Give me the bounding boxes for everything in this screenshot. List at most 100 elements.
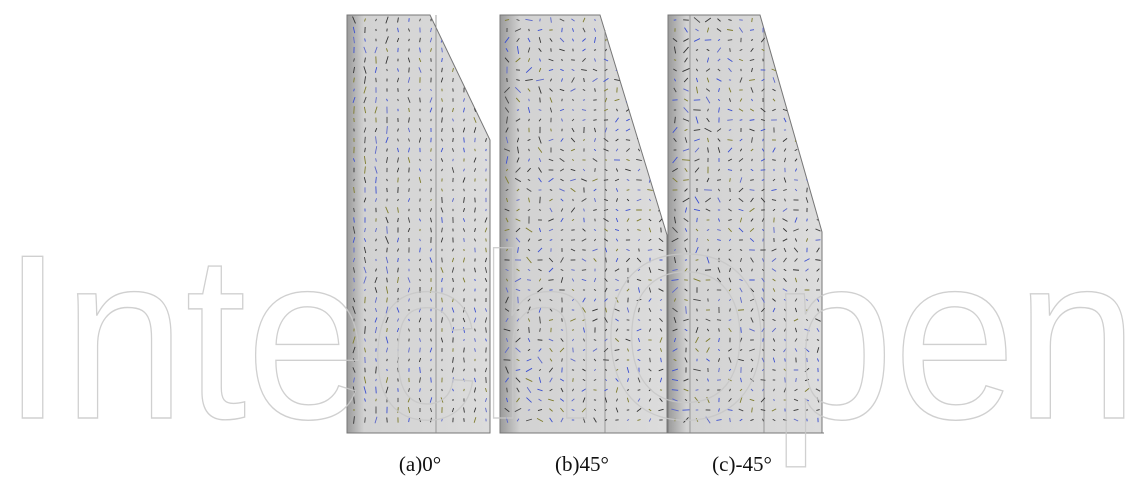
vector-arrow	[440, 27, 444, 33]
vector-arrow	[649, 78, 651, 82]
vector-arrow	[515, 288, 521, 292]
vector-arrow	[695, 77, 699, 83]
vector-arrow	[672, 328, 678, 332]
vector-arrow	[604, 338, 608, 342]
vector-arrow	[771, 327, 777, 333]
vector-arrow	[560, 257, 564, 263]
vector-arrow	[571, 219, 575, 221]
vector-arrow	[682, 148, 690, 152]
vector-arrow	[594, 58, 596, 62]
vector-arrow	[527, 289, 531, 291]
vector-arrow	[782, 68, 788, 72]
vector-arrow	[527, 167, 531, 173]
vector-arrow	[505, 156, 509, 164]
vector-arrow	[561, 358, 563, 362]
vector-arrow	[772, 278, 776, 282]
vector-arrow	[593, 49, 597, 51]
vector-arrow	[440, 267, 444, 273]
vector-arrow	[385, 136, 389, 144]
vector-arrow	[673, 198, 677, 202]
vector-arrow	[364, 288, 366, 292]
vector-arrow	[363, 376, 367, 384]
vector-arrow	[615, 328, 619, 332]
vector-arrow	[604, 127, 608, 133]
vector-arrow	[771, 257, 777, 263]
vector-arrow	[441, 418, 443, 422]
vector-arrow	[419, 168, 421, 172]
vector-arrow	[549, 207, 553, 213]
vector-arrow	[537, 409, 543, 411]
vector-arrow	[816, 278, 820, 282]
vector-arrow	[805, 49, 809, 51]
vector-arrow	[548, 267, 554, 273]
vector-arrow	[638, 248, 640, 252]
vector-arrow	[385, 286, 389, 294]
vector-arrow	[485, 208, 487, 212]
vector-arrow	[604, 278, 608, 282]
vector-arrow	[705, 416, 711, 424]
vector-arrow	[385, 56, 389, 64]
vector-arrow	[771, 199, 777, 201]
vector-arrow	[794, 57, 798, 63]
vector-arrow	[571, 118, 575, 122]
vector-arrow	[527, 348, 531, 352]
vector-arrow	[772, 98, 776, 102]
vector-arrow	[560, 68, 564, 72]
vector-arrow	[805, 87, 809, 93]
vector-arrow	[760, 158, 766, 162]
vector-arrow	[375, 248, 377, 252]
vector-arrow	[783, 117, 787, 123]
vector-arrow	[572, 338, 574, 342]
vector-arrow	[718, 88, 720, 92]
vector-arrow	[805, 57, 809, 63]
vector-arrow	[548, 218, 554, 222]
vector-arrow	[614, 338, 620, 342]
vector-arrow	[694, 147, 700, 153]
vector-arrow	[463, 407, 465, 413]
vector-arrow	[658, 78, 664, 82]
vector-arrow	[473, 307, 477, 313]
vector-arrow	[451, 167, 455, 173]
vector-arrow	[750, 367, 754, 373]
vector-arrow	[761, 319, 765, 321]
vector-arrow	[816, 98, 820, 102]
vector-arrow	[582, 57, 586, 63]
vector-arrow	[352, 336, 356, 344]
vector-arrow	[550, 78, 552, 82]
vector-arrow	[441, 277, 443, 283]
vector-arrow	[429, 107, 433, 113]
vector-arrow	[408, 318, 410, 322]
vector-arrow	[696, 378, 698, 382]
vector-arrow	[560, 208, 564, 212]
vector-arrow	[526, 256, 532, 264]
vector-arrow	[364, 76, 366, 84]
vector-arrow	[548, 69, 554, 71]
vector-arrow	[570, 178, 576, 182]
vector-arrow	[429, 397, 433, 403]
vector-arrow	[684, 57, 688, 63]
vector-arrow	[637, 229, 641, 231]
vector-arrow	[419, 18, 421, 22]
vector-arrow	[815, 178, 821, 182]
vector-arrow	[517, 146, 519, 154]
vector-arrow	[717, 18, 721, 22]
vector-arrow	[805, 98, 809, 102]
vector-arrow	[385, 48, 389, 52]
vector-arrow	[386, 68, 388, 72]
vector-arrow	[694, 167, 700, 173]
vector-arrow	[452, 137, 454, 143]
vector-arrow	[504, 228, 510, 232]
vector-arrow	[684, 27, 688, 33]
vector-arrow	[452, 367, 454, 373]
vector-arrow	[516, 397, 520, 403]
vector-arrow	[593, 119, 597, 121]
vector-arrow	[407, 77, 411, 83]
vector-arrow	[751, 268, 753, 272]
caption: (c)-45°	[712, 452, 772, 476]
vector-arrow	[727, 169, 733, 171]
vector-arrow	[408, 328, 410, 332]
vector-arrow	[717, 239, 721, 241]
vector-arrow	[593, 209, 597, 211]
vector-arrow	[615, 128, 619, 132]
vector-arrow	[594, 88, 596, 92]
